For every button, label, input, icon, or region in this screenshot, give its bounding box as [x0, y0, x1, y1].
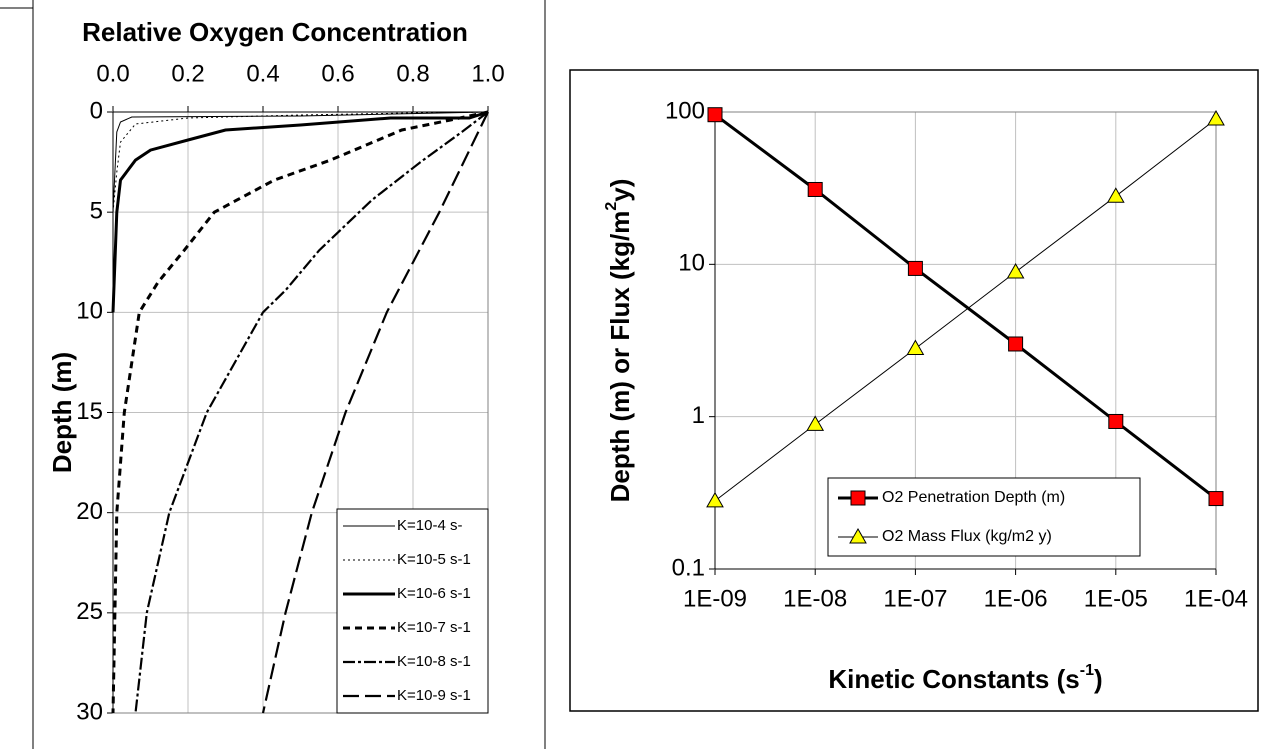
y-tick-label: 0.1	[672, 554, 705, 581]
legend-marker	[849, 527, 867, 544]
legend-box	[336, 508, 489, 714]
x-tick-label: 1E-06	[984, 585, 1048, 612]
y-axis-title: Depth (m) or Flux (kg/m2y)	[603, 179, 635, 503]
series-line	[112, 111, 489, 213]
x-axis-title: Kinetic Constants (s-1)	[828, 662, 1102, 694]
legend-label: K=10-5 s-1	[397, 551, 471, 568]
chart-frame	[569, 69, 1259, 712]
y-tick-label: 1	[692, 402, 705, 429]
x-tick-label: 0.8	[396, 60, 429, 87]
x-tick-label: 1.0	[471, 60, 504, 87]
x-tick-label: 0.0	[96, 60, 129, 87]
series-line	[261, 111, 489, 714]
y-tick-label: 10	[678, 250, 705, 277]
legend-box	[827, 477, 1141, 557]
y-tick-label: 5	[90, 198, 103, 225]
x-tick-label: 1E-08	[783, 585, 847, 612]
y-tick-label: 20	[76, 498, 103, 525]
y-axis-title: Depth (m)	[47, 352, 77, 473]
legend-label: O2 Mass Flux (kg/m2 y)	[882, 528, 1052, 545]
y-axis-title-after: y)	[605, 179, 635, 202]
legend-label: K=10-4 s-	[397, 517, 462, 534]
x-tick-label: 0.2	[171, 60, 204, 87]
x-axis-title-sup: -1	[1080, 662, 1094, 679]
data-point	[907, 260, 923, 276]
data-point	[706, 491, 724, 508]
x-tick-label: 1E-05	[1084, 585, 1148, 612]
y-tick-label: 15	[76, 398, 103, 425]
y-axis-title-sup: 2	[603, 202, 620, 211]
legend-label: K=10-9 s-1	[397, 687, 471, 704]
y-tick-label: 100	[665, 97, 705, 124]
series-line	[714, 113, 1217, 500]
chart-title: Relative Oxygen Concentration	[82, 17, 468, 47]
data-point	[1008, 336, 1024, 352]
data-point	[807, 181, 823, 197]
x-tick-label: 0.4	[246, 60, 279, 87]
x-tick-label: 1E-07	[883, 585, 947, 612]
x-axis-title-after: )	[1094, 664, 1103, 694]
y-tick-label: 25	[76, 598, 103, 625]
data-point	[806, 415, 825, 431]
x-tick-label: 1E-09	[683, 585, 747, 612]
series-line	[714, 118, 1217, 502]
legend-label: K=10-8 s-1	[397, 653, 471, 670]
y-tick-label: 0	[90, 97, 103, 124]
data-point	[1207, 109, 1225, 126]
data-point	[1106, 187, 1125, 203]
series-line	[134, 111, 489, 714]
data-point	[906, 339, 925, 356]
x-tick-label: 1E-04	[1184, 585, 1248, 612]
legend-label: K=10-6 s-1	[397, 585, 471, 602]
legend-label: K=10-7 s-1	[397, 619, 471, 636]
series-line	[111, 110, 489, 313]
x-axis-title-text: Kinetic Constants (s	[828, 664, 1079, 694]
y-axis-title-text: Depth (m) or Flux (kg/m	[605, 211, 635, 503]
data-point	[707, 107, 723, 123]
data-point	[1108, 413, 1124, 429]
y-tick-label: 30	[76, 698, 103, 725]
x-tick-label: 0.6	[321, 60, 354, 87]
y-tick-label: 10	[76, 298, 103, 325]
data-point	[1006, 263, 1025, 279]
legend-marker	[850, 490, 866, 506]
data-point	[1208, 491, 1224, 507]
series-line	[111, 110, 489, 714]
legend-label: O2 Penetration Depth (m)	[882, 489, 1065, 506]
